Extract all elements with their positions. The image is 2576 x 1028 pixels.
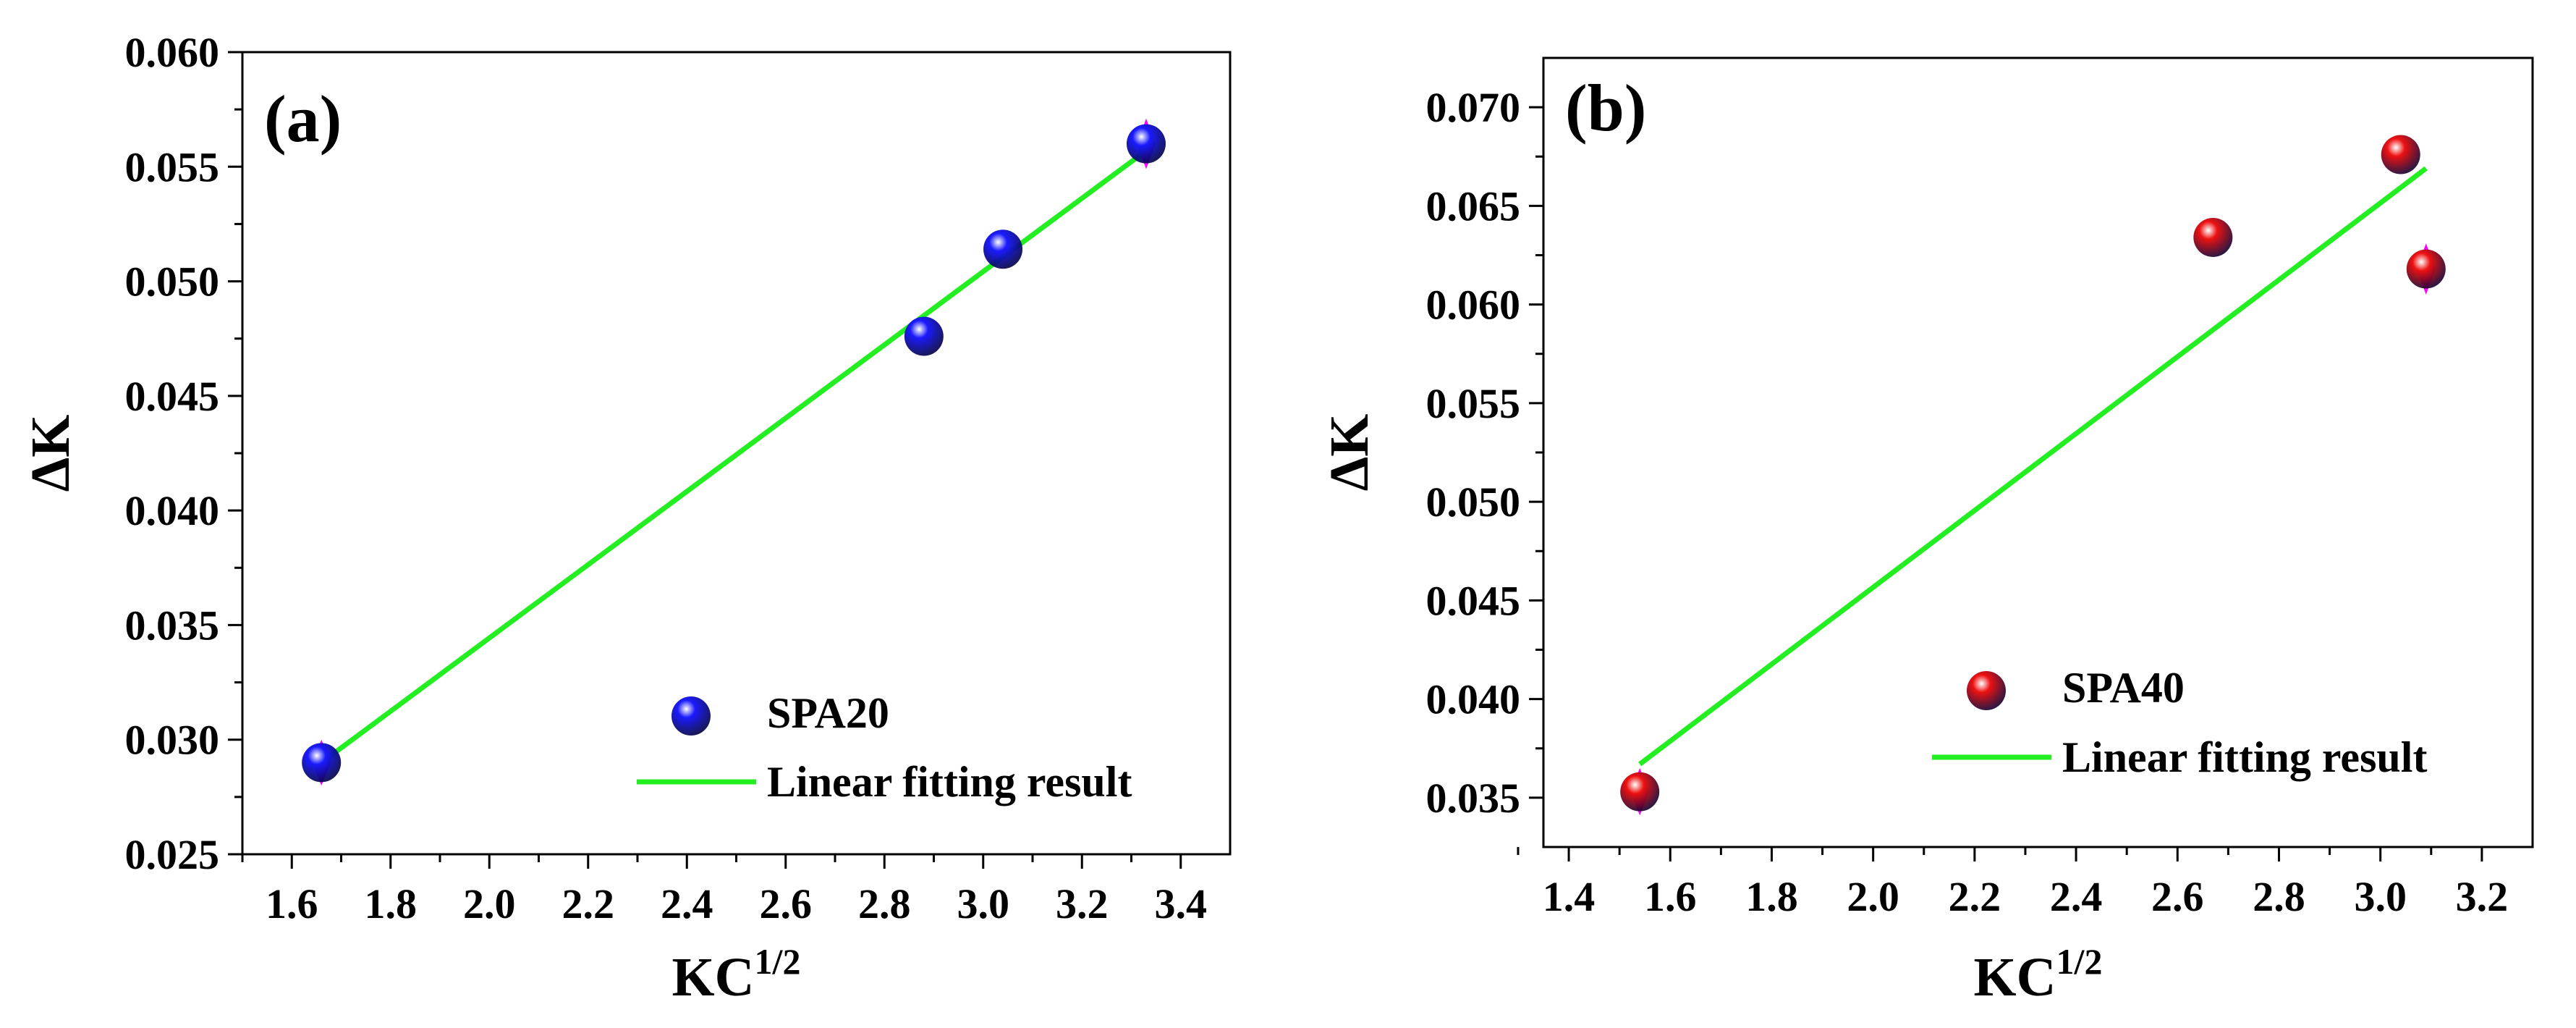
x-tick-label: 2.4 <box>2050 873 2103 920</box>
data-point <box>2406 249 2446 289</box>
data-point <box>2381 135 2420 174</box>
x-tick-label: 1.6 <box>266 880 318 927</box>
x-tick-label: 3.0 <box>2354 873 2407 920</box>
data-point <box>1620 772 1660 812</box>
x-tick-label: 1.4 <box>1543 873 1596 920</box>
data-point <box>983 229 1023 269</box>
y-tick-label: 0.045 <box>125 373 220 420</box>
x-tick-label: 2.6 <box>760 880 813 927</box>
legend-label: Linear fitting result <box>2062 733 2427 781</box>
x-tick-label: 3.4 <box>1155 880 1208 927</box>
y-tick-label: 0.060 <box>125 29 220 76</box>
x-tick-label: 1.8 <box>1745 873 1798 920</box>
x-tick-label: 3.2 <box>1056 880 1109 927</box>
panel-label: (a) <box>264 82 342 156</box>
y-tick-label: 0.035 <box>125 602 220 649</box>
y-tick-label: 0.070 <box>1426 84 1521 131</box>
y-tick-label: 0.060 <box>1426 282 1521 329</box>
y-tick-label: 0.030 <box>125 717 220 764</box>
fit-line <box>320 148 1148 765</box>
plot-frame <box>1542 56 2534 848</box>
y-axis-title: ΔK <box>20 415 81 492</box>
y-tick-label: 0.050 <box>1426 479 1521 526</box>
x-tick-label: 2.2 <box>562 880 615 927</box>
x-axis-title: KC1/2 <box>1974 941 2103 1008</box>
x-axis-title: KC1/2 <box>672 941 801 1008</box>
legend-label: SPA20 <box>767 689 889 737</box>
data-point <box>904 316 944 356</box>
chart-panel-b: 1.4 1.6 1.8 2.0 2.2 2.4 2.6 2.8 3.0 3.2 0.035 0.040… <box>1319 56 2534 1008</box>
legend-marker <box>671 696 711 736</box>
y-tick-label: 0.055 <box>125 143 220 190</box>
y-tick-label: 0.035 <box>1426 775 1521 822</box>
data-point <box>302 743 342 783</box>
chart-panel-a: 1.6 1.8 2.0 2.2 2.4 2.6 2.8 3.0 3.2 3.4 0.025 0.030… <box>20 29 1232 1008</box>
fit-line <box>1638 166 2428 767</box>
x-tick-label: 2.0 <box>463 880 516 927</box>
y-axis-title: ΔK <box>1319 414 1380 492</box>
y-tick-label: 0.025 <box>125 831 220 878</box>
legend-label: Linear fitting result <box>767 758 1132 806</box>
legend-marker <box>1967 671 2006 710</box>
x-tick-label: 2.8 <box>858 880 911 927</box>
data-point <box>2193 217 2233 257</box>
legend-label: SPA40 <box>2062 664 2185 712</box>
y-tick-label: 0.050 <box>125 258 220 306</box>
y-tick-label: 0.040 <box>125 487 220 534</box>
x-tick-label: 2.4 <box>661 880 713 927</box>
y-tick-label: 0.040 <box>1426 676 1521 723</box>
panel-label: (b) <box>1565 71 1646 145</box>
y-tick-label: 0.055 <box>1426 380 1521 427</box>
data-point <box>1126 124 1166 164</box>
x-tick-label: 2.0 <box>1847 873 1899 920</box>
y-tick-label: 0.045 <box>1426 577 1521 624</box>
x-tick-label: 1.6 <box>1644 873 1697 920</box>
x-tick-label: 1.8 <box>365 880 418 927</box>
x-tick-label: 2.8 <box>2253 873 2305 920</box>
x-tick-label: 3.0 <box>957 880 1010 927</box>
x-tick-label: 2.6 <box>2151 873 2204 920</box>
y-tick-label: 0.065 <box>1426 182 1521 229</box>
x-tick-label: 3.2 <box>2456 873 2509 920</box>
x-tick-label: 2.2 <box>1949 873 2001 920</box>
